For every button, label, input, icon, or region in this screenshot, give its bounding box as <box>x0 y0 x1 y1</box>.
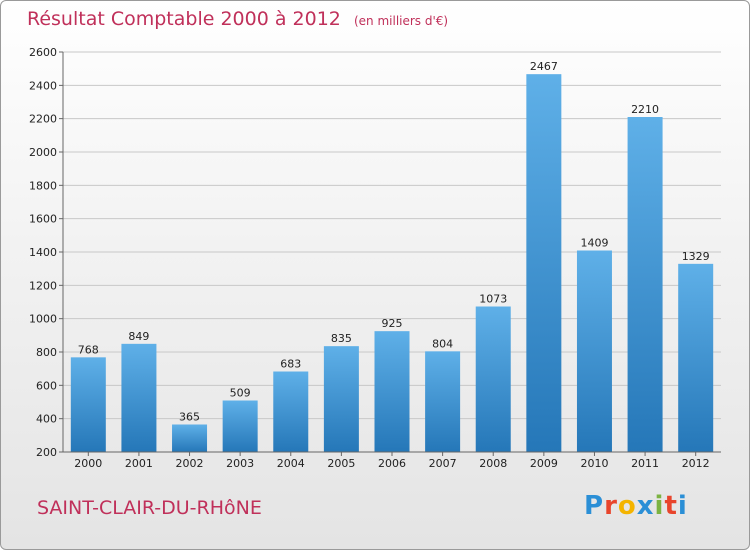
proxiti-logo: Proxiti <box>584 491 688 521</box>
y-tick-label: 2200 <box>29 113 57 126</box>
x-tick-label: 2009 <box>530 457 558 470</box>
y-axis: 200 400 600 800 1000 1200 1400 1600 1800 2000 2200… <box>29 46 64 459</box>
bar-value-label: 768 <box>78 343 99 356</box>
bar-value-label: 1409 <box>580 237 608 250</box>
bar <box>425 351 461 452</box>
bar <box>70 357 106 452</box>
bar <box>273 371 309 452</box>
y-tick-label: 1000 <box>29 313 57 326</box>
logo-letter: i <box>677 491 688 521</box>
bar <box>678 263 714 452</box>
x-tick-label: 2011 <box>631 457 659 470</box>
x-tick-label: 2002 <box>176 457 204 470</box>
y-tick-label: 2400 <box>29 79 57 92</box>
logo-letter: P <box>584 491 605 521</box>
x-tick-label: 2007 <box>429 457 457 470</box>
x-tick-label: 2001 <box>125 457 153 470</box>
chart-title: Résultat Comptable 2000 à 2012 <box>27 8 341 30</box>
logo-letter: t <box>664 491 678 521</box>
logo-letter: o <box>617 491 637 521</box>
x-tick-label: 2000 <box>74 457 102 470</box>
logo-letter: i <box>654 491 665 521</box>
bar-value-label: 835 <box>331 332 352 345</box>
bar <box>323 346 359 452</box>
chart-title-block: Résultat Comptable 2000 à 2012 (en milli… <box>27 8 448 30</box>
bar <box>374 331 410 452</box>
bar <box>627 117 663 452</box>
x-tick-label: 2006 <box>378 457 406 470</box>
bar-value-label: 365 <box>179 411 200 424</box>
x-tick-label: 2004 <box>277 457 305 470</box>
y-tick-label: 2000 <box>29 146 57 159</box>
y-tick-label: 400 <box>36 413 57 426</box>
x-tick-label: 2010 <box>580 457 608 470</box>
bars: 768 849 365 509 683 835 925 804 1073 2467 1409 2210… <box>70 60 714 453</box>
bar-value-label: 1329 <box>682 250 710 263</box>
y-tick-label: 800 <box>36 346 57 359</box>
location-name: SAINT-CLAIR-DU-RHôNE <box>37 497 262 519</box>
bar-value-label: 849 <box>128 330 149 343</box>
bar-value-label: 1073 <box>479 293 507 306</box>
x-tick-label: 2008 <box>479 457 507 470</box>
chart-subtitle: (en milliers d'€) <box>353 14 449 28</box>
y-tick-label: 200 <box>36 446 57 459</box>
logo-letter: x <box>636 491 655 521</box>
bar <box>222 400 258 452</box>
x-tick-label: 2003 <box>226 457 254 470</box>
y-tick-label: 2600 <box>29 46 57 59</box>
x-axis: 2000 2001 2002 2003 2004 2005 2006 2007 2008 2009… <box>63 451 721 470</box>
bar-value-label: 2210 <box>631 103 659 116</box>
bar-value-label: 804 <box>432 337 453 350</box>
y-tick-label: 1200 <box>29 279 57 292</box>
bar <box>475 306 511 452</box>
x-tick-label: 2005 <box>327 457 355 470</box>
y-tick-label: 1800 <box>29 179 57 192</box>
logo-letter: r <box>604 491 618 521</box>
y-tick-label: 600 <box>36 379 57 392</box>
bar <box>121 343 157 452</box>
bar-value-label: 925 <box>382 317 403 330</box>
bar <box>576 250 612 452</box>
y-tick-label: 1400 <box>29 246 57 259</box>
y-tick-label: 1600 <box>29 213 57 226</box>
bar-value-label: 683 <box>280 358 301 371</box>
bar-value-label: 2467 <box>530 60 558 73</box>
bar-value-label: 509 <box>230 387 251 400</box>
bar <box>172 424 208 452</box>
bar <box>526 74 562 453</box>
x-tick-label: 2012 <box>682 457 710 470</box>
